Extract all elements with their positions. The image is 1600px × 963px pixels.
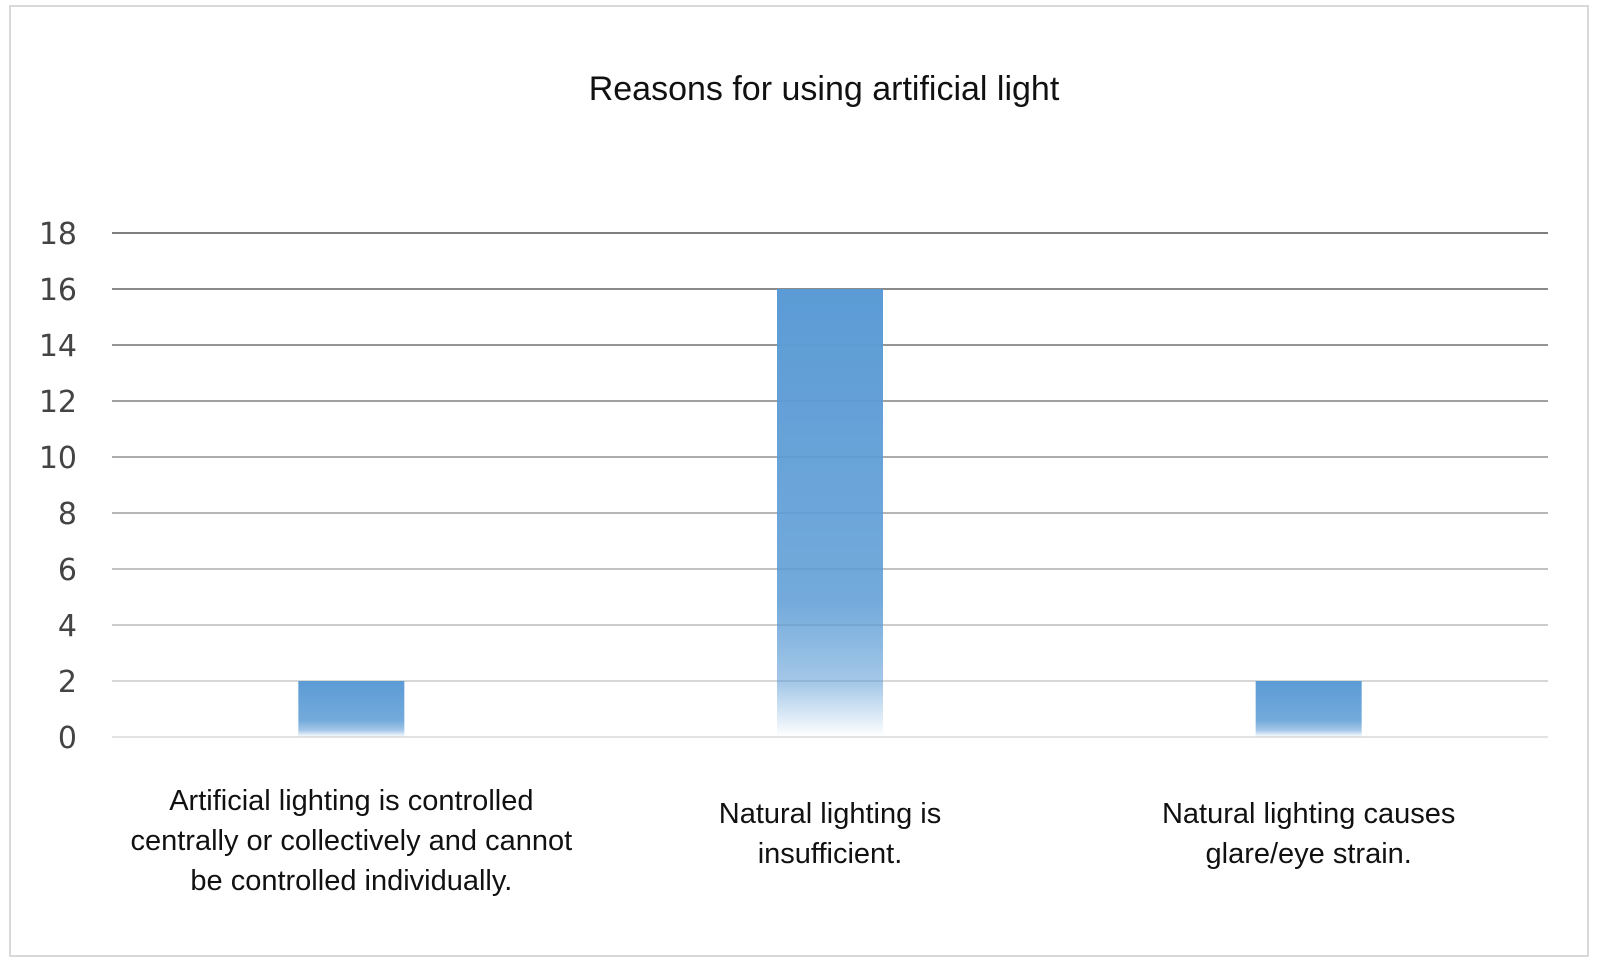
y-tick-label: 14 — [39, 329, 77, 364]
y-tick-label: 16 — [39, 273, 77, 308]
y-axis: 0 2 4 6 8 10 12 14 16 18 — [39, 217, 77, 756]
chart-title: Reasons for using artificial light — [589, 70, 1060, 108]
bar — [1255, 681, 1362, 737]
y-tick-label: 2 — [58, 665, 77, 700]
y-tick-label: 10 — [39, 441, 77, 476]
bar — [777, 289, 883, 737]
bars — [298, 289, 1362, 737]
y-tick-label: 8 — [58, 497, 77, 532]
x-tick-label: be controlled individually. — [190, 865, 512, 897]
y-tick-label: 0 — [58, 721, 77, 756]
x-axis: Artificial lighting is controlled central… — [130, 785, 1455, 897]
y-tick-label: 6 — [58, 553, 77, 588]
x-tick-label: centrally or collectively and cannot — [130, 825, 572, 857]
bar — [298, 681, 405, 737]
y-tick-label: 18 — [39, 217, 77, 252]
x-tick-label: glare/eye strain. — [1206, 838, 1412, 870]
x-tick-label: Natural lighting is — [719, 798, 941, 830]
x-tick-label: Natural lighting causes — [1162, 798, 1455, 830]
x-tick-label: Artificial lighting is controlled — [169, 785, 533, 817]
y-tick-label: 4 — [58, 609, 77, 644]
y-tick-label: 12 — [39, 385, 77, 420]
x-tick-label: insufficient. — [758, 838, 903, 870]
